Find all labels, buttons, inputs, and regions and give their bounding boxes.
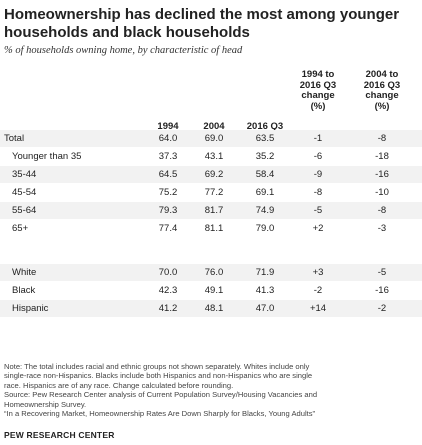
col-header-1994: 1994 [157,121,179,132]
table-row: 35-44 64.5 69.2 58.4 -9 -16 [0,166,422,183]
table-cell: -6 [313,151,323,162]
table-row: Black 42.3 49.1 41.3 -2 -16 [0,282,422,299]
table-cell: 75.2 [158,187,178,198]
table-cell: -1 [313,133,323,144]
table-cell: 77.4 [158,223,178,234]
col-header-change-2004-line: (%) [374,100,390,112]
table-cell: -8 [377,205,387,216]
table-cell: -5 [377,267,387,278]
table-cell: -18 [375,151,389,162]
table-cell: 79.0 [255,223,275,234]
table-cell: -8 [377,133,387,144]
table-cell: 47.0 [255,303,275,314]
source-org: PEW RESEARCH CENTER [4,430,115,440]
note-line: race. Hispanics are of any race. Change … [4,380,234,390]
table-row: White 70.0 76.0 71.9 +3 -5 [0,264,422,281]
table-row: 55-64 79.3 81.7 74.9 -5 -8 [0,202,422,219]
col-header-2004: 2004 [203,121,225,132]
table-cell: 70.0 [158,267,178,278]
table-row: 45-54 75.2 77.2 69.1 -8 -10 [0,184,422,201]
row-label: 55-64 [12,205,37,216]
table-cell: -2 [377,303,387,314]
row-label: Hispanic [12,303,49,314]
table-row: Hispanic 41.2 48.1 47.0 +14 -2 [0,300,422,317]
table-row: 65+ 77.4 81.1 79.0 +2 -3 [0,220,422,237]
table-cell: 64.0 [158,133,178,144]
table-cell: 63.5 [255,133,275,144]
table-cell: +3 [312,267,324,278]
table-cell: 81.7 [204,205,224,216]
table-cell: 69.1 [255,187,275,198]
table-cell: -2 [313,285,323,296]
chart-notes: Note: The total includes racial and ethn… [4,362,418,418]
row-label: 45-54 [12,187,37,198]
col-header-change-1994-line: change [301,90,335,101]
row-label: Total [4,133,25,144]
note-line: Source: Pew Research Center analysis of … [4,390,318,400]
table-cell: 76.0 [204,267,224,278]
col-header-change-2004-line: change [365,90,399,101]
col-header-change-1994-line: 2016 Q3 [299,79,337,91]
table-cell: -16 [375,285,389,296]
table-cell: 64.5 [158,169,178,180]
table-cell: -8 [313,187,323,198]
table-cell: 48.1 [204,303,224,314]
row-label: 65+ [12,223,29,234]
table-cell: 42.3 [158,285,178,296]
chart-title-line-2: households and black households [4,24,250,41]
chart-title: Homeownership has declined the most amon… [4,6,418,42]
table-cell: -10 [375,187,389,198]
table-cell: -5 [313,205,323,216]
table-cell: 74.9 [255,205,275,216]
table-cell: 43.1 [204,151,224,162]
table-cell: 41.3 [255,285,275,296]
table-cell: 77.2 [204,187,224,198]
table-cell: 71.9 [255,267,275,278]
table-cell: 37.3 [158,151,178,162]
table-cell: 35.2 [255,151,275,162]
table-cell: +2 [312,223,324,234]
note-line: Homeownership Survey. [4,399,87,409]
table-cell: 69.0 [204,133,224,144]
table-cell: 41.2 [158,303,178,314]
table-row: Younger than 35 37.3 43.1 35.2 -6 -18 [0,148,422,165]
chart-subtitle: % of households owning home, by characte… [4,45,243,56]
row-label: White [12,267,37,278]
row-label: Younger than 35 [12,151,82,162]
table-cell: -9 [313,169,323,180]
row-label: 35-44 [12,169,37,180]
table-cell: 49.1 [204,285,224,296]
table-row: Total 64.0 69.0 63.5 -1 -8 [0,130,422,147]
table-cell: +14 [309,303,327,314]
col-header-change-2004: 2004 to 2016 Q3 change (%) [352,69,412,112]
table-cell: 69.2 [204,169,224,180]
col-header-change-2004-line: 2004 to [365,69,399,80]
table-cell: -3 [377,223,387,234]
table-cell: 79.3 [158,205,178,216]
table-cell: -16 [375,169,389,180]
note-line: Note: The total includes racial and ethn… [4,362,310,371]
col-header-change-1994: 1994 to 2016 Q3 change (%) [290,69,346,112]
row-label: Black [12,285,36,296]
col-header-change-1994-line: (%) [310,100,326,112]
note-line: single-race non-Hispanics. Blacks includ… [4,371,313,381]
col-header-change-1994-line: 1994 to [301,69,335,80]
chart-title-line-1: Homeownership has declined the most amon… [4,6,400,23]
table-cell: 58.4 [255,169,275,180]
col-header-2016q3: 2016 Q3 [246,121,284,132]
col-header-change-2004-line: 2016 Q3 [363,79,401,91]
table-cell: 81.1 [204,223,224,234]
note-line: “In a Recovering Market, Homeownership R… [4,409,316,419]
